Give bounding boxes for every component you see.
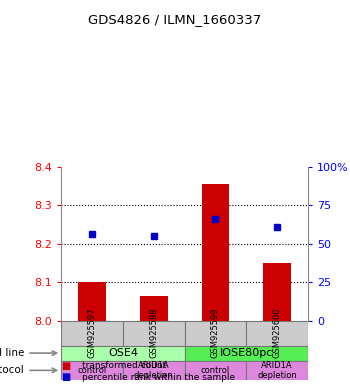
Text: ■: ■ xyxy=(61,372,70,382)
Text: percentile rank within the sample: percentile rank within the sample xyxy=(82,372,235,382)
Text: OSE4: OSE4 xyxy=(108,348,138,358)
Text: cell line: cell line xyxy=(0,348,57,358)
Text: IOSE80pc: IOSE80pc xyxy=(220,348,273,358)
Bar xyxy=(140,296,168,321)
Text: GSM925597: GSM925597 xyxy=(88,308,97,358)
Bar xyxy=(61,321,123,346)
Bar xyxy=(78,282,106,321)
Bar xyxy=(61,361,123,380)
Text: transformed count: transformed count xyxy=(82,361,167,370)
Text: ARID1A
depletion: ARID1A depletion xyxy=(257,361,297,380)
Bar xyxy=(263,263,291,321)
Text: ARID1A
depletion: ARID1A depletion xyxy=(134,361,174,380)
Bar xyxy=(123,321,185,346)
Text: GSM925600: GSM925600 xyxy=(273,308,282,358)
Text: protocol: protocol xyxy=(0,365,57,375)
Text: GSM925599: GSM925599 xyxy=(211,308,220,358)
Bar xyxy=(185,346,308,361)
Bar xyxy=(246,361,308,380)
Bar xyxy=(123,361,185,380)
Bar xyxy=(202,184,229,321)
Text: GDS4826 / ILMN_1660337: GDS4826 / ILMN_1660337 xyxy=(88,13,262,26)
Bar xyxy=(185,321,246,346)
Text: ■: ■ xyxy=(61,361,70,371)
Text: GSM925598: GSM925598 xyxy=(149,308,158,358)
Bar xyxy=(246,321,308,346)
Bar xyxy=(61,346,185,361)
Text: control: control xyxy=(201,366,230,375)
Bar xyxy=(185,361,246,380)
Text: control: control xyxy=(77,366,107,375)
